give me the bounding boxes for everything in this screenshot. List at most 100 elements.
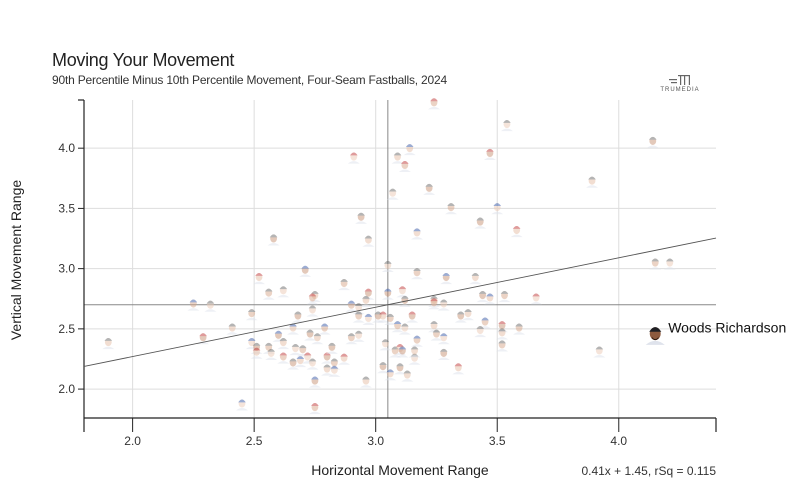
player-point[interactable] (245, 338, 258, 350)
player-point[interactable] (376, 362, 389, 374)
player-point[interactable] (311, 333, 324, 345)
player-point[interactable] (355, 212, 368, 224)
player-point[interactable] (500, 119, 513, 132)
player-point[interactable] (338, 353, 351, 365)
player-point[interactable] (187, 299, 200, 311)
player-point[interactable] (462, 309, 475, 321)
player-point[interactable] (391, 321, 404, 333)
player-point[interactable] (408, 346, 421, 358)
player-point[interactable] (318, 323, 331, 335)
player-point[interactable] (277, 352, 290, 364)
player-point[interactable] (381, 260, 394, 273)
player-point[interactable] (345, 300, 358, 312)
player-point[interactable] (483, 293, 496, 305)
player-point[interactable] (394, 363, 406, 375)
player-point[interactable] (437, 299, 450, 311)
player-point[interactable] (362, 235, 375, 247)
player-point[interactable] (306, 305, 319, 317)
player-point[interactable] (474, 217, 487, 229)
player-point[interactable] (437, 348, 450, 360)
player-point[interactable] (411, 228, 424, 240)
player-point[interactable] (102, 338, 115, 350)
player-point[interactable] (411, 268, 424, 280)
player-point[interactable] (325, 342, 338, 354)
player-point[interactable] (338, 278, 351, 291)
player-point[interactable] (513, 323, 526, 335)
player-point[interactable] (428, 298, 441, 310)
player-point[interactable] (530, 293, 543, 305)
player-point[interactable] (306, 358, 319, 370)
player-point[interactable] (294, 356, 307, 368)
player-point[interactable] (197, 333, 210, 345)
player-point[interactable] (406, 311, 419, 323)
player-point[interactable] (491, 203, 504, 215)
player-point[interactable] (663, 258, 676, 270)
player-point[interactable] (277, 286, 290, 298)
player-point[interactable] (384, 369, 397, 381)
player-point[interactable] (321, 352, 334, 364)
player-point[interactable] (423, 183, 436, 195)
player-point[interactable] (396, 346, 409, 358)
player-point[interactable] (277, 338, 290, 350)
player-point[interactable] (445, 203, 458, 215)
player-point[interactable] (304, 329, 317, 341)
player-point[interactable] (411, 335, 424, 347)
highlight-point[interactable] (645, 327, 665, 345)
player-point[interactable] (649, 258, 662, 270)
player-point[interactable] (398, 323, 411, 335)
player-point[interactable] (496, 340, 509, 352)
player-point[interactable] (352, 330, 365, 342)
player-point[interactable] (384, 313, 397, 326)
player-point[interactable] (226, 323, 239, 335)
player-point[interactable] (379, 339, 392, 351)
player-point[interactable] (345, 333, 358, 345)
player-point[interactable] (204, 300, 217, 312)
player-point[interactable] (262, 288, 275, 300)
player-point[interactable] (646, 136, 659, 148)
player-point[interactable] (291, 311, 304, 323)
player-point[interactable] (352, 311, 365, 323)
player-point[interactable] (308, 403, 321, 415)
player-point[interactable] (267, 234, 280, 246)
player-point[interactable] (398, 160, 411, 173)
player-point[interactable] (308, 376, 321, 388)
player-point[interactable] (328, 365, 341, 377)
player-point[interactable] (306, 293, 319, 305)
player-point[interactable] (476, 291, 489, 303)
player-point[interactable] (381, 288, 394, 300)
player-point[interactable] (428, 98, 441, 110)
player-point[interactable] (593, 346, 606, 358)
player-point[interactable] (321, 364, 334, 376)
player-point[interactable] (265, 348, 278, 360)
player-point[interactable] (250, 347, 263, 359)
player-point[interactable] (236, 399, 248, 411)
player-point[interactable] (496, 328, 509, 340)
player-point[interactable] (376, 311, 389, 323)
player-point[interactable] (474, 325, 487, 338)
player-point[interactable] (437, 333, 450, 345)
player-point[interactable] (430, 329, 443, 341)
player-point[interactable] (483, 148, 496, 160)
player-point[interactable] (362, 313, 375, 326)
player-point[interactable] (440, 272, 453, 285)
player-point[interactable] (347, 152, 360, 164)
player-point[interactable] (253, 272, 266, 285)
player-point[interactable] (289, 344, 302, 356)
player-point[interactable] (359, 376, 372, 388)
player-point[interactable] (287, 358, 300, 370)
player-point[interactable] (498, 291, 511, 303)
player-point[interactable] (403, 144, 416, 156)
player-point[interactable] (469, 272, 482, 285)
player-point[interactable] (359, 295, 372, 307)
player-point[interactable] (386, 188, 399, 200)
player-point[interactable] (299, 265, 312, 277)
player-point[interactable] (401, 370, 414, 382)
player-point[interactable] (454, 311, 467, 323)
player-point[interactable] (245, 309, 258, 321)
player-point[interactable] (391, 152, 404, 164)
player-point[interactable] (510, 225, 523, 238)
player-point[interactable] (272, 330, 285, 342)
player-point[interactable] (586, 176, 599, 188)
player-point[interactable] (452, 363, 465, 375)
player-point[interactable] (396, 286, 409, 298)
